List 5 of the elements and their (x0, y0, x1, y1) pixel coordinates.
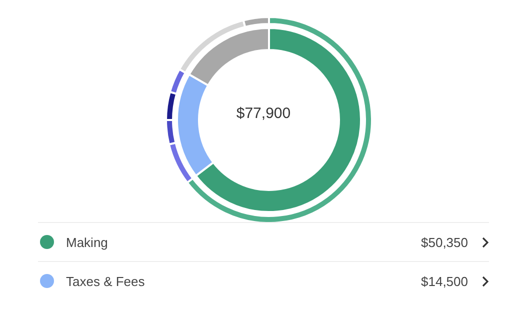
text: $77,900 (235, 105, 292, 122)
legend-label: Making (66, 234, 109, 250)
data-label: $14,500 (421, 274, 468, 288)
legend-label: Taxes & Fees (66, 274, 146, 288)
data-label: $50,350 (421, 234, 468, 250)
